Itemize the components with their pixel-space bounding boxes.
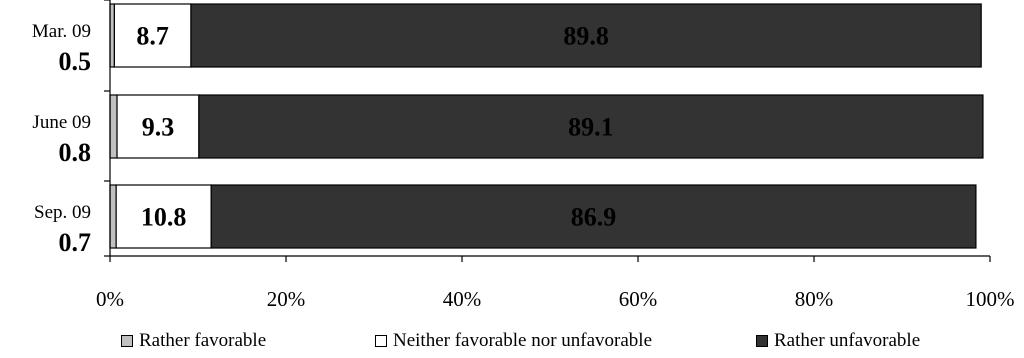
data-label: 10.8 xyxy=(141,203,187,232)
data-label: 86.9 xyxy=(571,203,617,232)
bars-layer: 8.7 89.8 9.3 89.1 10.8 86.9 xyxy=(109,3,984,249)
category-label: June 09 xyxy=(32,112,91,133)
legend-label: Neither favorable nor unfavorable xyxy=(393,330,653,351)
data-label: 9.3 xyxy=(142,113,175,142)
bar-segment-3-2 xyxy=(198,94,984,159)
bar-segment-1-1 xyxy=(109,3,116,68)
category-value-label: 0.5 xyxy=(59,47,92,76)
stacked-bar-chart: 8.7 89.8 9.3 89.1 10.8 86.9 0% 20% 40% 60% 80% 100… xyxy=(32,0,1015,311)
legend-label: Rather unfavorable xyxy=(774,330,921,351)
x-tick-label: 20% xyxy=(267,287,306,311)
category-label: Sep. 09 xyxy=(34,202,91,223)
legend: Rather favorable Neither favorable nor un… xyxy=(0,330,1024,356)
bar-segment-3-1 xyxy=(190,3,982,68)
bar-segment-1-3 xyxy=(109,184,117,249)
data-label: 89.8 xyxy=(563,22,609,51)
legend-swatch xyxy=(121,335,133,347)
x-tick-label: 60% xyxy=(619,287,658,311)
legend-swatch xyxy=(375,335,387,347)
data-label: 8.7 xyxy=(136,22,169,51)
legend-item-1: Rather favorable xyxy=(121,330,266,352)
category-label: Mar. 09 xyxy=(32,21,91,42)
bar-segment-3-3 xyxy=(210,184,977,249)
bar-segment-1-2 xyxy=(109,94,118,159)
bar-segment-2-2 xyxy=(116,94,200,159)
data-label: 89.1 xyxy=(568,113,614,142)
legend-item-2: Neither favorable nor unfavorable xyxy=(375,330,652,352)
category-value-label: 0.8 xyxy=(59,138,92,167)
category-value-label: 0.7 xyxy=(59,228,92,257)
bar-segment-2-3 xyxy=(115,184,212,249)
x-axis: 0% 20% 40% 60% 80% 100% xyxy=(96,0,1015,311)
legend-item-3: Rather unfavorable xyxy=(756,330,920,352)
x-tick-label: 0% xyxy=(96,287,124,311)
bar-segment-2-1 xyxy=(113,3,192,68)
legend-swatch xyxy=(756,335,768,347)
x-tick-label: 100% xyxy=(966,287,1015,311)
x-tick-label: 40% xyxy=(443,287,482,311)
legend-label: Rather favorable xyxy=(139,330,267,351)
category-labels: Mar. 09 0.5 June 09 0.8 Sep. 09 0.7 xyxy=(32,21,91,257)
x-tick-label: 80% xyxy=(795,287,834,311)
